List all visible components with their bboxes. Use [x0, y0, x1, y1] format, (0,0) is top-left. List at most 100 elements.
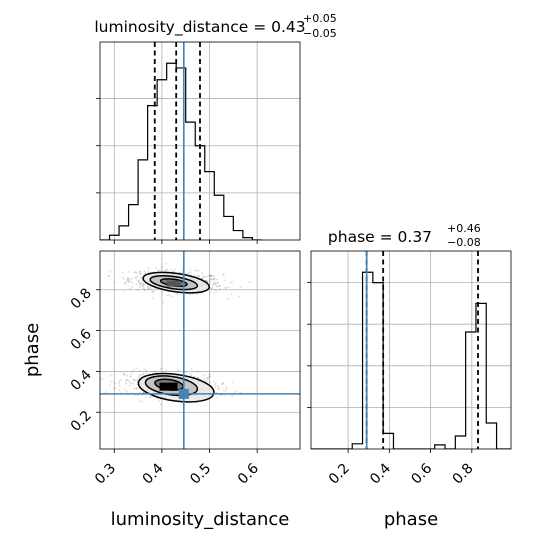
bl-point — [210, 288, 213, 290]
bl-point — [176, 293, 179, 296]
bl-point — [123, 278, 126, 281]
bl-point — [141, 373, 144, 376]
bl-point — [239, 391, 242, 394]
tl-histogram-steps — [100, 62, 262, 240]
br-quantile-lines — [365, 251, 479, 449]
bl-point — [129, 278, 131, 280]
bl-point — [216, 396, 219, 399]
bl-truth-marker — [178, 388, 189, 399]
bl-point — [138, 281, 141, 284]
bl-point — [202, 275, 205, 278]
bl-point — [132, 382, 135, 385]
bl-point — [224, 287, 227, 289]
bl-point — [113, 388, 115, 391]
bl-point — [161, 370, 164, 373]
bl-point — [127, 270, 130, 273]
br-xtick-label: 0.2 — [326, 461, 353, 488]
tl-frame — [99, 41, 301, 241]
bl-point — [209, 274, 212, 277]
br-title-sup: +0.46 — [447, 222, 481, 235]
bl-point — [162, 301, 164, 304]
bl-point — [142, 287, 145, 289]
bl-point — [189, 271, 192, 273]
bl-point — [139, 282, 141, 285]
bl-xtick-label: 0.5 — [187, 461, 214, 488]
bl-point — [141, 283, 144, 285]
bl-point — [231, 381, 234, 384]
bl-point — [139, 272, 142, 275]
bl-point — [139, 272, 142, 275]
bl-point — [136, 272, 139, 274]
bl-ytick-label: 0.4 — [68, 367, 95, 394]
bl-point — [158, 400, 161, 402]
bl-point — [135, 283, 138, 286]
bl-point — [147, 287, 150, 290]
bl-point — [229, 281, 232, 284]
bl-point — [208, 274, 210, 277]
bl-point — [125, 382, 128, 385]
bl-point — [129, 375, 132, 377]
bl-point — [239, 286, 242, 289]
bl-point — [221, 382, 224, 385]
bl-point — [126, 391, 129, 393]
bl-point — [138, 370, 141, 372]
bl-point — [221, 383, 223, 386]
bl-point — [135, 388, 138, 390]
bl-point — [209, 376, 211, 378]
bl-point — [133, 379, 135, 381]
bl-point — [142, 285, 145, 288]
bl-point — [219, 284, 221, 287]
bl-point — [131, 277, 134, 280]
bl-point — [141, 400, 143, 403]
bl-point — [231, 395, 233, 398]
bl-point — [209, 291, 212, 293]
bl-point — [209, 381, 212, 384]
bl-point — [219, 288, 221, 291]
bl-point — [130, 372, 133, 375]
bl-point — [153, 290, 155, 293]
bl-point — [214, 281, 216, 284]
bl-point — [215, 391, 218, 394]
bl-point — [114, 386, 116, 389]
bl-point — [151, 291, 154, 294]
bl-point — [135, 276, 137, 279]
bl-point — [137, 279, 140, 282]
bl-point — [109, 271, 111, 273]
bl-point — [185, 371, 188, 374]
bl-point — [126, 277, 129, 280]
bl-point — [124, 282, 127, 284]
bl-point — [188, 272, 191, 274]
bl-point — [216, 281, 219, 284]
bl-point — [161, 291, 164, 293]
bl-point — [196, 376, 199, 379]
bl-point — [136, 289, 139, 292]
bl-point — [177, 369, 180, 372]
bl-point — [165, 369, 167, 372]
bl-point — [149, 396, 152, 398]
bl-point — [125, 379, 128, 382]
bl-point — [118, 382, 121, 385]
bl-point — [118, 389, 121, 392]
bl-point — [203, 378, 206, 381]
bl-point — [100, 377, 103, 380]
bl-point — [143, 284, 145, 286]
bl-point — [143, 270, 146, 273]
bl-point — [125, 379, 128, 382]
bl-point — [196, 293, 199, 295]
bl-xtick-label: 0.3 — [92, 461, 119, 488]
bl-point — [231, 280, 234, 283]
bl-point — [189, 268, 191, 271]
bl-point — [144, 396, 147, 399]
bl-point — [135, 276, 137, 278]
bl-point — [149, 396, 152, 399]
bl-point — [151, 290, 154, 293]
bl-point — [164, 269, 166, 272]
bl-point — [135, 279, 138, 281]
bl-point — [131, 370, 134, 373]
bl-point — [139, 391, 141, 394]
bl-point — [120, 379, 122, 381]
bl-ytick-label: 0.8 — [68, 285, 95, 312]
bl-point — [170, 295, 173, 298]
bl-point — [129, 381, 132, 384]
bl-ytick-label: 0.2 — [68, 408, 95, 435]
